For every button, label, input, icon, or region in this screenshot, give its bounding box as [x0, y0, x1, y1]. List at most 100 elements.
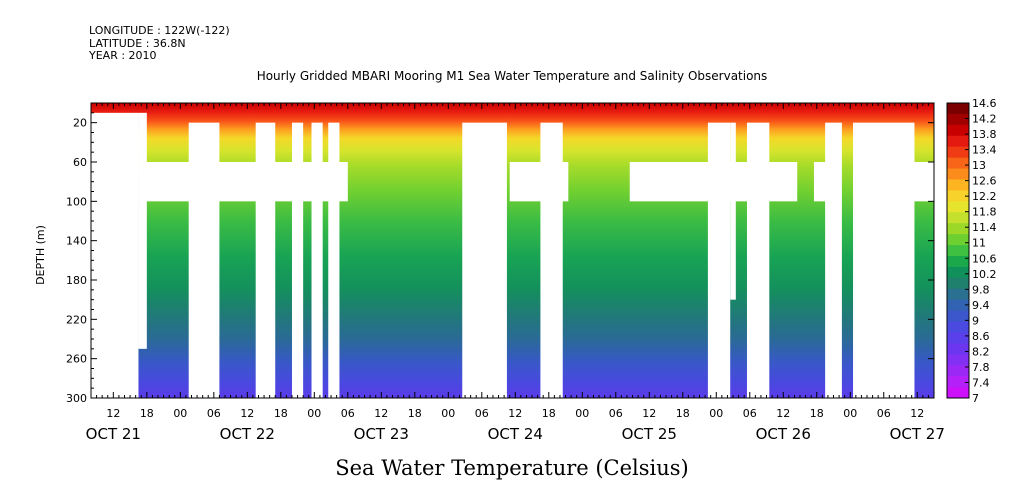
colorbar-swatch — [947, 146, 969, 159]
x-hour-label: 12 — [508, 407, 522, 420]
missing-data-gap — [730, 122, 736, 300]
y-axis: 20 60 100 140 180 220 260 300 — [66, 112, 934, 405]
colorbar-swatch — [947, 321, 969, 333]
missing-data-gap — [462, 122, 507, 399]
x-date-label: OCT 24 — [488, 425, 543, 443]
y-tick-label: 140 — [66, 235, 87, 248]
missing-data-gap — [291, 122, 304, 399]
latitude-label: LATITUDE : 36.8N — [89, 37, 186, 50]
x-hour-label: 18 — [408, 407, 422, 420]
colorbar-swatch — [947, 223, 969, 235]
colorbar-tick-label: 14.6 — [972, 97, 997, 110]
x-hour-label: 00 — [441, 407, 455, 420]
colorbar-tick-label: 12.6 — [972, 175, 997, 188]
missing-data-gap — [91, 112, 139, 398]
colorbar-tick-label: 13 — [972, 159, 986, 172]
year-label: YEAR : 2010 — [88, 49, 157, 62]
colorbar: 14.6 14.2 13.8 13.4 13 12.6 12.2 11.8 11.4 11 10.6… — [946, 97, 997, 405]
x-hour-label: 00 — [173, 407, 187, 420]
x-hour-label: 06 — [475, 407, 489, 420]
x-hour-label: 12 — [642, 407, 656, 420]
x-hour-label: 12 — [776, 407, 790, 420]
x-date-label: OCT 22 — [220, 425, 275, 443]
x-hour-label: 06 — [207, 407, 221, 420]
missing-data-gaps — [91, 112, 934, 399]
x-hour-label: 06 — [877, 407, 891, 420]
colorbar-tick-label: 10.6 — [972, 252, 997, 265]
y-axis-label: DEPTH (m) — [34, 225, 47, 285]
x-date-label: OCT 25 — [622, 425, 677, 443]
x-hour-label: 18 — [810, 407, 824, 420]
x-hour-label: 06 — [743, 407, 757, 420]
colorbar-tick-label: 8.6 — [972, 330, 990, 343]
missing-data-gap — [328, 122, 340, 399]
x-hour-label: 12 — [240, 407, 254, 420]
missing-data-gap — [813, 162, 837, 202]
colorbar-swatch — [947, 179, 969, 191]
colorbar-tick-label: 10.2 — [972, 268, 997, 281]
colorbar-tick-label: 9.4 — [972, 299, 990, 312]
colorbar-tick-label: 12.2 — [972, 190, 997, 203]
colorbar-swatch — [947, 365, 969, 377]
missing-data-gap — [138, 162, 348, 202]
colorbar-tick-label: 7 — [972, 392, 979, 405]
colorbar-swatch — [947, 288, 969, 301]
x-date-label: OCT 26 — [756, 425, 811, 443]
x-hour-label: 00 — [709, 407, 723, 420]
x-hour-label: 18 — [140, 407, 154, 420]
x-hour-label: 06 — [609, 407, 623, 420]
x-hour-label: 12 — [106, 407, 120, 420]
y-tick-label: 260 — [66, 353, 87, 366]
missing-data-gap — [853, 122, 915, 399]
y-tick-label: 20 — [73, 117, 87, 130]
missing-data-gap — [138, 112, 147, 349]
colorbar-swatch — [947, 190, 969, 202]
y-tick-label: 180 — [66, 274, 87, 287]
x-hour-label: 00 — [843, 407, 857, 420]
x-date-label: OCT 27 — [890, 425, 945, 443]
chart-title: Hourly Gridded MBARI Mooring M1 Sea Wate… — [257, 69, 768, 83]
y-tick-label: 60 — [73, 156, 87, 169]
colorbar-frame — [946, 102, 970, 399]
x-hour-label: 18 — [274, 407, 288, 420]
colorbar-tick-label: 7.4 — [972, 376, 990, 389]
y-tick-label: 220 — [66, 313, 87, 326]
colorbar-swatch — [947, 103, 969, 115]
colorbar-tick-label: 8.2 — [972, 345, 990, 358]
colorbar-tick-label: 11.4 — [972, 221, 997, 234]
colorbar-swatch — [947, 387, 969, 399]
colorbar-swatch — [947, 113, 969, 126]
colorbar-swatch — [947, 332, 969, 344]
x-hour-label: 18 — [542, 407, 556, 420]
x-axis: 12 18 00 06 12 18 00 06 12 18 00 06 12 18 00 06 12 18 00 06… — [86, 103, 945, 443]
colorbar-swatch — [947, 124, 969, 137]
colorbar-swatch — [947, 168, 969, 180]
colorbar-swatch — [947, 212, 969, 224]
x-hour-label: 06 — [341, 407, 355, 420]
missing-data-gap — [629, 162, 798, 202]
x-hour-label: 12 — [374, 407, 388, 420]
colorbar-title: Sea Water Temperature (Celsius) — [335, 456, 689, 480]
colorbar-tick-label: 9 — [972, 314, 979, 327]
colorbar-swatch — [947, 354, 969, 366]
missing-data-gap — [509, 162, 569, 202]
colorbar-swatch — [947, 135, 969, 148]
colorbar-swatch — [947, 255, 969, 268]
colorbar-tick-label: 9.8 — [972, 283, 990, 296]
longitude-label: LONGITUDE : 122W(-122) — [89, 24, 230, 37]
colorbar-swatch — [947, 245, 969, 257]
y-tick-label: 300 — [66, 392, 87, 405]
colorbar-swatch — [947, 277, 969, 290]
x-hour-label: 00 — [575, 407, 589, 420]
colorbar-swatch — [947, 376, 969, 388]
colorbar-swatch — [947, 201, 969, 213]
colorbar-tick-label: 14.2 — [972, 113, 997, 126]
plot-area — [90, 102, 935, 399]
y-tick-label: 100 — [66, 195, 87, 208]
x-hour-label: 12 — [910, 407, 924, 420]
colorbar-tick-label: 7.8 — [972, 361, 990, 374]
colorbar-tick-label: 13.4 — [972, 144, 997, 157]
colorbar-tick-label: 11.8 — [972, 206, 997, 219]
colorbar-tick-label: 11 — [972, 237, 986, 250]
